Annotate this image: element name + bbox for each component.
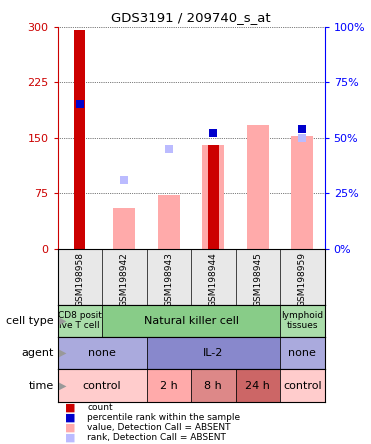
Text: GSM198942: GSM198942 bbox=[120, 252, 129, 307]
Text: value, Detection Call = ABSENT: value, Detection Call = ABSENT bbox=[87, 423, 231, 432]
Text: GSM198943: GSM198943 bbox=[164, 252, 173, 307]
Text: cell type: cell type bbox=[6, 316, 54, 326]
Text: count: count bbox=[87, 403, 113, 412]
Text: 8 h: 8 h bbox=[204, 381, 222, 391]
Text: Natural killer cell: Natural killer cell bbox=[144, 316, 239, 326]
Text: GSM198959: GSM198959 bbox=[298, 252, 307, 307]
Text: ▶: ▶ bbox=[59, 381, 67, 391]
Bar bbox=[147, 369, 191, 402]
Bar bbox=[202, 145, 224, 249]
Bar bbox=[58, 337, 147, 369]
Bar bbox=[291, 136, 313, 249]
Text: control: control bbox=[83, 381, 121, 391]
Bar bbox=[236, 369, 280, 402]
Text: rank, Detection Call = ABSENT: rank, Detection Call = ABSENT bbox=[87, 433, 226, 442]
Bar bbox=[280, 337, 325, 369]
Text: ■: ■ bbox=[65, 412, 75, 422]
Text: agent: agent bbox=[22, 348, 54, 358]
Bar bbox=[158, 195, 180, 249]
Bar bbox=[280, 369, 325, 402]
Bar bbox=[280, 305, 325, 337]
Bar bbox=[113, 208, 135, 249]
Bar bbox=[58, 305, 102, 337]
Text: IL-2: IL-2 bbox=[203, 348, 223, 358]
Bar bbox=[58, 369, 147, 402]
Text: 2 h: 2 h bbox=[160, 381, 178, 391]
Text: none: none bbox=[88, 348, 116, 358]
Bar bbox=[208, 145, 219, 249]
Text: 24 h: 24 h bbox=[245, 381, 270, 391]
Text: CD8 posit
ive T cell: CD8 posit ive T cell bbox=[58, 311, 102, 330]
Bar bbox=[191, 369, 236, 402]
Text: GSM198945: GSM198945 bbox=[253, 252, 262, 307]
Text: ■: ■ bbox=[65, 433, 75, 443]
Text: control: control bbox=[283, 381, 322, 391]
Text: lymphoid
tissues: lymphoid tissues bbox=[281, 311, 324, 330]
Bar bbox=[74, 30, 85, 249]
Bar bbox=[147, 337, 280, 369]
Text: GSM198958: GSM198958 bbox=[75, 252, 84, 307]
Text: ■: ■ bbox=[65, 402, 75, 412]
Bar bbox=[247, 125, 269, 249]
Text: ▶: ▶ bbox=[59, 316, 67, 326]
Title: GDS3191 / 209740_s_at: GDS3191 / 209740_s_at bbox=[111, 11, 271, 24]
Bar bbox=[102, 305, 280, 337]
Text: percentile rank within the sample: percentile rank within the sample bbox=[87, 413, 240, 422]
Text: ▶: ▶ bbox=[59, 348, 67, 358]
Text: none: none bbox=[288, 348, 316, 358]
Text: GSM198944: GSM198944 bbox=[209, 252, 218, 307]
Text: ■: ■ bbox=[65, 423, 75, 432]
Text: time: time bbox=[29, 381, 54, 391]
